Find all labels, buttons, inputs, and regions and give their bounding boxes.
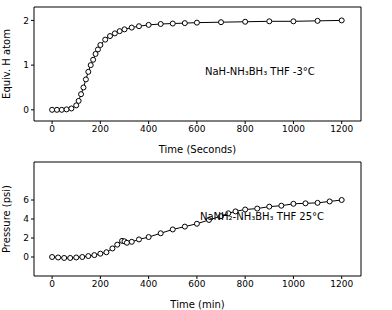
svg-text:Time (Seconds): Time (Seconds) (158, 144, 237, 155)
html-text:NaH-NH₃BH₃ THF -3°C: NaH-NH₃BH₃ THF -3°C (205, 66, 315, 77)
svg-text:4: 4 (23, 214, 29, 224)
svg-text:800: 800 (237, 124, 254, 134)
svg-text:800: 800 (237, 279, 254, 289)
svg-text:0: 0 (49, 124, 55, 134)
svg-text:200: 200 (92, 279, 109, 289)
svg-text:Time (min): Time (min) (169, 299, 224, 310)
svg-text:1000: 1000 (282, 124, 305, 134)
html-text:NaNH₂-NH₃BH₃ THF 25°C: NaNH₂-NH₃BH₃ THF 25°C (200, 211, 325, 222)
svg-text:400: 400 (140, 124, 157, 134)
svg-text:2: 2 (23, 233, 29, 243)
svg-text:Equiv. H atom: Equiv. H atom (8, 29, 12, 99)
svg-text:400: 400 (140, 279, 157, 289)
svg-text:2: 2 (23, 16, 29, 26)
svg-text:1000: 1000 (282, 279, 305, 289)
svg-text:200: 200 (92, 124, 109, 134)
svg-text:1200: 1200 (330, 124, 353, 134)
svg-text:600: 600 (188, 124, 205, 134)
svg-text:0: 0 (23, 252, 29, 262)
svg-text:6: 6 (23, 195, 29, 205)
svg-text:0: 0 (23, 105, 29, 115)
svg-text:1200: 1200 (330, 279, 353, 289)
svg-text:600: 600 (188, 279, 205, 289)
svg-text:1: 1 (23, 60, 29, 70)
svg-text:Pressure (psi): Pressure (psi) (8, 185, 12, 253)
svg-text:0: 0 (49, 279, 55, 289)
